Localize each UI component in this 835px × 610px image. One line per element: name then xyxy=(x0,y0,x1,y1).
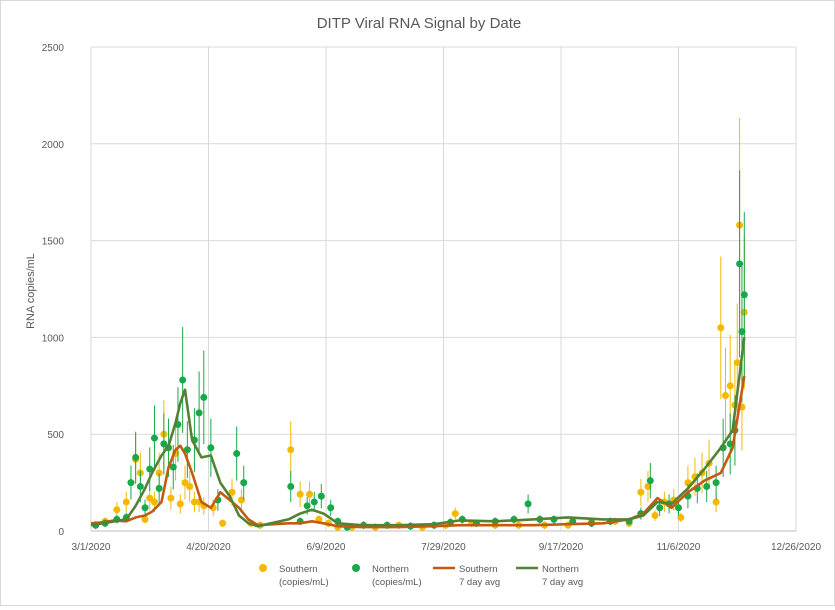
chart-title: DITP Viral RNA Signal by Date xyxy=(317,15,522,32)
data-point xyxy=(740,291,748,299)
legend-label-sub: (copies/mL) xyxy=(279,577,329,588)
data-point xyxy=(451,510,459,518)
data-point xyxy=(233,450,241,458)
data-point xyxy=(207,444,215,452)
y-axis-label: RNA copies/mL xyxy=(25,253,37,329)
legend: Southern(copies/mL)Northern(copies/mL)So… xyxy=(259,564,583,588)
data-point xyxy=(677,513,685,521)
y-tick-label: 1500 xyxy=(42,237,65,248)
data-point xyxy=(136,482,144,490)
legend-label-sub: 7 day avg xyxy=(542,577,583,588)
data-point xyxy=(240,479,248,487)
series-southern-avg-line xyxy=(90,375,746,529)
series-northern-points xyxy=(92,170,748,531)
data-point xyxy=(327,504,335,512)
data-point xyxy=(717,324,725,332)
legend-marker xyxy=(352,564,360,572)
data-point xyxy=(150,434,158,442)
data-point xyxy=(113,506,121,514)
data-point xyxy=(651,512,659,520)
data-point xyxy=(160,440,168,448)
y-tick-label: 500 xyxy=(47,430,64,441)
data-point xyxy=(712,479,720,487)
data-point xyxy=(132,453,140,461)
data-point xyxy=(703,482,711,490)
data-point xyxy=(675,504,682,512)
legend-item: Southern 7 day avg xyxy=(433,564,500,588)
y-tick-label: 0 xyxy=(58,527,64,538)
data-point xyxy=(637,488,645,496)
data-point xyxy=(186,482,194,490)
x-tick-label: 7/29/2020 xyxy=(421,542,466,553)
data-point xyxy=(195,409,203,417)
data-point xyxy=(287,482,295,490)
data-point xyxy=(167,494,175,502)
x-tick-label: 4/20/2020 xyxy=(186,542,231,553)
data-point xyxy=(296,490,304,498)
x-tick-label: 3/1/2020 xyxy=(72,542,111,553)
x-tick-labels: 3/1/2020 4/20/2020 6/9/2020 7/29/2020 9/17/2… xyxy=(72,542,822,553)
data-point xyxy=(738,328,746,336)
data-point xyxy=(155,484,163,492)
data-point xyxy=(712,498,720,506)
legend-label: Southern xyxy=(279,564,318,575)
legend-label: Northern xyxy=(542,564,579,575)
data-point xyxy=(310,498,318,506)
data-point xyxy=(183,446,191,454)
data-point xyxy=(524,500,532,508)
data-point xyxy=(317,492,325,500)
data-point xyxy=(200,393,208,401)
data-point xyxy=(733,359,741,367)
gridlines xyxy=(90,46,797,532)
legend-label: Southern xyxy=(459,564,498,575)
data-point xyxy=(219,519,227,527)
x-tick-label: 6/9/2020 xyxy=(307,542,346,553)
data-point xyxy=(237,496,245,504)
data-point xyxy=(141,515,149,523)
data-point xyxy=(736,260,744,268)
legend-label-sub: (copies/mL) xyxy=(372,577,422,588)
y-tick-label: 2000 xyxy=(42,140,65,151)
legend-item: Northern (copies/mL) xyxy=(352,564,422,588)
data-point xyxy=(644,482,652,490)
legend-label: Northern xyxy=(372,564,409,575)
data-point xyxy=(181,479,189,487)
plot-area xyxy=(90,118,748,531)
x-tick-label: 9/17/2020 xyxy=(539,542,584,553)
data-point xyxy=(155,469,163,477)
data-point xyxy=(303,502,311,510)
y-tick-label: 2500 xyxy=(42,43,65,54)
data-point xyxy=(150,498,158,506)
x-tick-label: 11/6/2020 xyxy=(657,542,701,553)
legend-item: Southern (copies/mL) xyxy=(259,564,329,588)
data-point xyxy=(656,504,664,512)
series-northern-avg-line xyxy=(90,337,746,528)
data-point xyxy=(179,376,187,384)
y-tick-label: 1000 xyxy=(42,333,65,344)
data-point xyxy=(722,391,729,399)
data-point xyxy=(646,477,654,485)
legend-label-sub: 7 day avg xyxy=(459,577,500,588)
data-point xyxy=(176,500,184,508)
data-point xyxy=(306,490,314,498)
data-point xyxy=(287,446,295,454)
data-point xyxy=(228,488,236,496)
y-tick-labels: 0 500 1000 1500 2000 2500 xyxy=(42,43,65,538)
data-point xyxy=(141,504,149,512)
legend-marker xyxy=(259,564,267,572)
data-point xyxy=(146,465,154,473)
data-point xyxy=(726,382,734,390)
data-point xyxy=(122,498,130,506)
x-tick-label: 12/26/2020 xyxy=(771,542,821,553)
legend-item: Northern 7 day avg xyxy=(516,564,583,588)
data-point xyxy=(169,463,177,471)
data-point xyxy=(146,494,154,502)
data-point xyxy=(127,479,135,487)
